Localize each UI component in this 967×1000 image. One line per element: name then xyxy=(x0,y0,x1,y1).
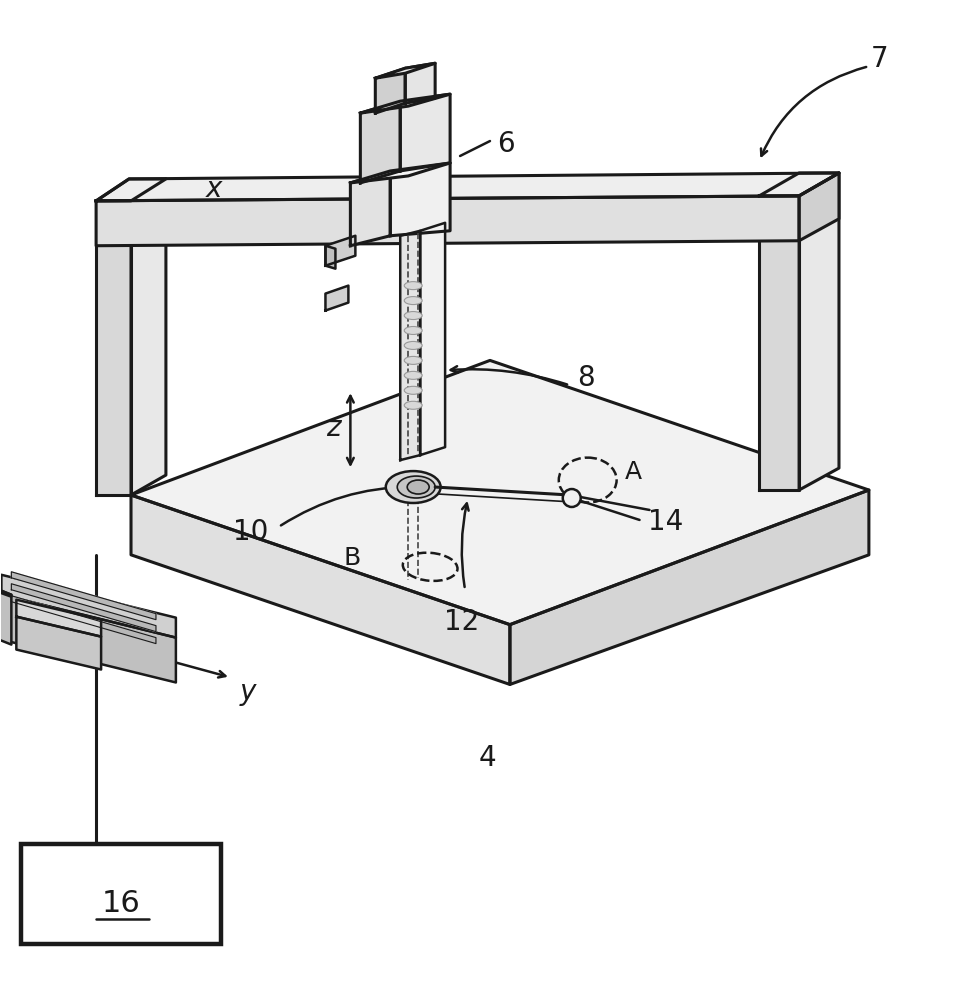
Ellipse shape xyxy=(397,476,435,498)
Polygon shape xyxy=(375,63,435,78)
Polygon shape xyxy=(12,572,156,620)
Polygon shape xyxy=(1,575,176,638)
Polygon shape xyxy=(326,246,336,269)
Text: x: x xyxy=(206,175,222,203)
Polygon shape xyxy=(326,286,348,311)
Polygon shape xyxy=(391,163,450,236)
Polygon shape xyxy=(326,236,355,266)
Polygon shape xyxy=(759,173,839,196)
Ellipse shape xyxy=(404,312,423,320)
Polygon shape xyxy=(400,94,450,171)
Ellipse shape xyxy=(404,401,423,409)
Text: 14: 14 xyxy=(648,508,683,536)
Circle shape xyxy=(563,489,581,507)
Polygon shape xyxy=(421,223,445,455)
Polygon shape xyxy=(96,173,839,201)
Polygon shape xyxy=(0,585,12,597)
Text: y: y xyxy=(240,678,256,706)
Polygon shape xyxy=(759,196,799,490)
Polygon shape xyxy=(799,173,839,241)
Polygon shape xyxy=(350,163,450,183)
Polygon shape xyxy=(375,68,405,113)
Polygon shape xyxy=(16,617,102,670)
Text: 16: 16 xyxy=(102,889,140,918)
Ellipse shape xyxy=(404,326,423,334)
Text: z: z xyxy=(326,414,340,442)
Polygon shape xyxy=(12,584,156,632)
Text: B: B xyxy=(343,546,361,570)
Polygon shape xyxy=(361,94,450,113)
Polygon shape xyxy=(12,596,156,644)
Polygon shape xyxy=(400,231,421,460)
Ellipse shape xyxy=(386,471,441,503)
Polygon shape xyxy=(131,360,869,625)
Polygon shape xyxy=(16,600,102,637)
Text: A: A xyxy=(625,460,642,484)
Polygon shape xyxy=(799,173,839,490)
Text: 10: 10 xyxy=(233,518,269,546)
Polygon shape xyxy=(405,63,435,103)
Polygon shape xyxy=(96,196,799,246)
Text: 7: 7 xyxy=(871,45,889,73)
Polygon shape xyxy=(350,171,391,246)
Ellipse shape xyxy=(404,297,423,305)
Ellipse shape xyxy=(404,386,423,394)
Ellipse shape xyxy=(404,282,423,290)
Text: 8: 8 xyxy=(576,364,595,392)
Ellipse shape xyxy=(404,341,423,349)
Polygon shape xyxy=(510,490,869,684)
Polygon shape xyxy=(96,179,166,201)
Polygon shape xyxy=(131,495,510,684)
Text: 6: 6 xyxy=(497,130,514,158)
Polygon shape xyxy=(0,585,12,645)
Ellipse shape xyxy=(404,356,423,364)
Text: 4: 4 xyxy=(478,744,496,772)
Polygon shape xyxy=(361,101,400,183)
Polygon shape xyxy=(1,595,176,682)
FancyBboxPatch shape xyxy=(21,844,220,944)
Polygon shape xyxy=(131,179,166,495)
Polygon shape xyxy=(96,201,131,495)
Text: 12: 12 xyxy=(445,608,480,636)
Ellipse shape xyxy=(407,480,429,494)
Ellipse shape xyxy=(404,371,423,379)
